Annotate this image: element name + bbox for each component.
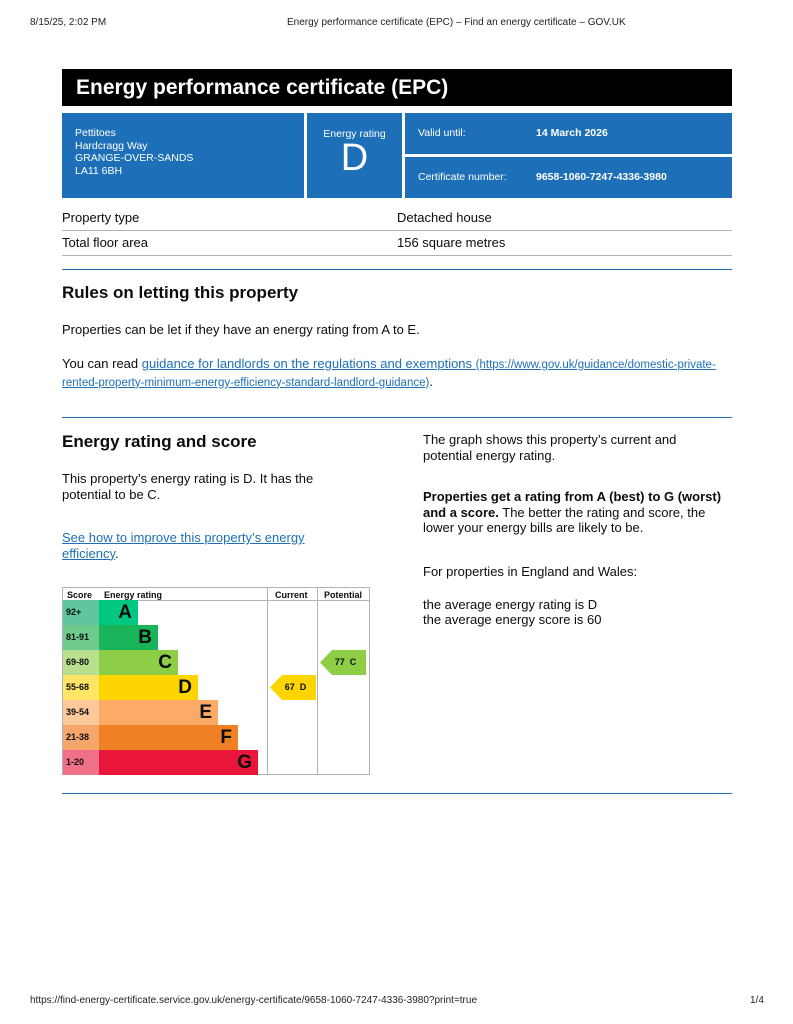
energy-rating-chart: Score Energy rating Current Potential 92… xyxy=(62,587,370,775)
band-score-E: 39-54 xyxy=(63,700,99,725)
current-score: 67 xyxy=(284,682,295,692)
print-url: https://find-energy-certificate.service.… xyxy=(30,995,478,1006)
improve-link[interactable]: See how to improve this property’s energ… xyxy=(62,530,305,561)
average-rating: the average energy rating is D xyxy=(423,597,598,612)
potential-rating-arrow: 77 C xyxy=(320,650,366,675)
address-block: Pettitoes Hardcragg Way GRANGE-OVER-SAND… xyxy=(62,113,304,198)
address-line: Pettitoes xyxy=(75,127,116,139)
bold-text: Properties get a rating from A (best) to… xyxy=(423,489,722,520)
valid-until-label: Valid until: xyxy=(418,127,466,139)
energy-rating-value: D xyxy=(340,137,369,179)
floor-area-row: Total floor area 156 square metres xyxy=(62,231,732,256)
header-current: Current xyxy=(275,590,308,600)
valid-until: Valid until: 14 March 2026 xyxy=(405,113,732,154)
certificate-number-value: 9658-1060-7247-4336-3980 xyxy=(536,171,667,183)
current-rating-arrow: 67 D xyxy=(270,675,316,700)
text: . xyxy=(429,373,433,389)
average-score: the average energy score is 60 xyxy=(423,612,602,627)
divider xyxy=(62,269,732,270)
divider xyxy=(62,793,732,794)
header-potential: Potential xyxy=(324,590,363,600)
certificate-number: Certificate number: 9658-1060-7247-4336-3… xyxy=(405,157,732,198)
band-bar-B: B xyxy=(99,625,158,650)
header-energy-rating: Energy rating xyxy=(104,590,163,600)
row-value: 156 square metres xyxy=(397,235,506,250)
link-url: (https://www.gov.uk/guidance/domestic-pr… xyxy=(62,359,716,389)
row-label: Total floor area xyxy=(62,235,148,250)
band-score-A: 92+ xyxy=(63,600,99,625)
band-bar-G: G xyxy=(99,750,258,775)
band-score-C: 69-80 xyxy=(63,650,99,675)
certificate-number-label: Certificate number: xyxy=(418,171,507,183)
potential-score: 77 xyxy=(334,657,345,667)
property-type-row: Property type Detached house xyxy=(62,206,732,231)
text: The better the rating and score, the low… xyxy=(423,504,706,536)
band-bar-D: D xyxy=(99,675,198,700)
row-value: Detached house xyxy=(397,210,492,225)
guidance-link[interactable]: guidance for landlords on the regulation… xyxy=(62,356,716,389)
band-score-F: 21-38 xyxy=(63,725,99,750)
print-datetime: 8/15/25, 2:02 PM xyxy=(30,17,107,28)
rules-guidance: You can read guidance for landlords on t… xyxy=(62,356,722,391)
header-score: Score xyxy=(67,590,93,600)
column-divider xyxy=(317,588,318,774)
current-letter: D xyxy=(299,682,307,692)
graph-explanation: The graph shows this property’s current … xyxy=(423,432,677,463)
text: You can read xyxy=(62,356,142,371)
england-wales-text: For properties in England and Wales: xyxy=(423,564,638,579)
improve-para: See how to improve this property’s energ… xyxy=(62,530,322,561)
valid-until-value: 14 March 2026 xyxy=(536,127,608,139)
header-divider xyxy=(63,600,369,601)
address-line: LA11 6BH xyxy=(75,164,123,177)
divider xyxy=(62,417,732,418)
energy-rating-label: Energy rating xyxy=(323,128,386,140)
band-bar-F: F xyxy=(99,725,238,750)
score-heading: Energy rating and score xyxy=(62,432,257,451)
column-divider xyxy=(267,588,268,774)
rules-heading: Rules on letting this property xyxy=(62,283,299,302)
band-bar-A: A xyxy=(99,600,138,625)
score-text: This property’s energy rating is D. It h… xyxy=(62,471,314,502)
potential-letter: C xyxy=(349,657,357,667)
link-text: guidance for landlords on the regulation… xyxy=(141,356,473,371)
band-score-G: 1-20 xyxy=(63,750,99,775)
page-title: Energy performance certificate (EPC) xyxy=(62,69,732,106)
rating-explanation: Properties get a rating from A (best) to… xyxy=(423,489,733,536)
energy-rating-box: Energy rating D xyxy=(307,113,402,198)
address-line: Hardcragg Way xyxy=(75,139,148,152)
print-page-number: 1/4 xyxy=(750,995,764,1006)
band-bar-C: C xyxy=(99,650,178,675)
rules-text: Properties can be let if they have an en… xyxy=(62,322,420,337)
print-page-title: Energy performance certificate (EPC) – F… xyxy=(287,17,626,28)
address-line: GRANGE-OVER-SANDS xyxy=(75,152,194,164)
text: . xyxy=(115,545,119,561)
row-label: Property type xyxy=(62,210,140,225)
band-bar-E: E xyxy=(99,700,218,725)
band-score-D: 55-68 xyxy=(63,675,99,700)
band-score-B: 81-91 xyxy=(63,625,99,650)
